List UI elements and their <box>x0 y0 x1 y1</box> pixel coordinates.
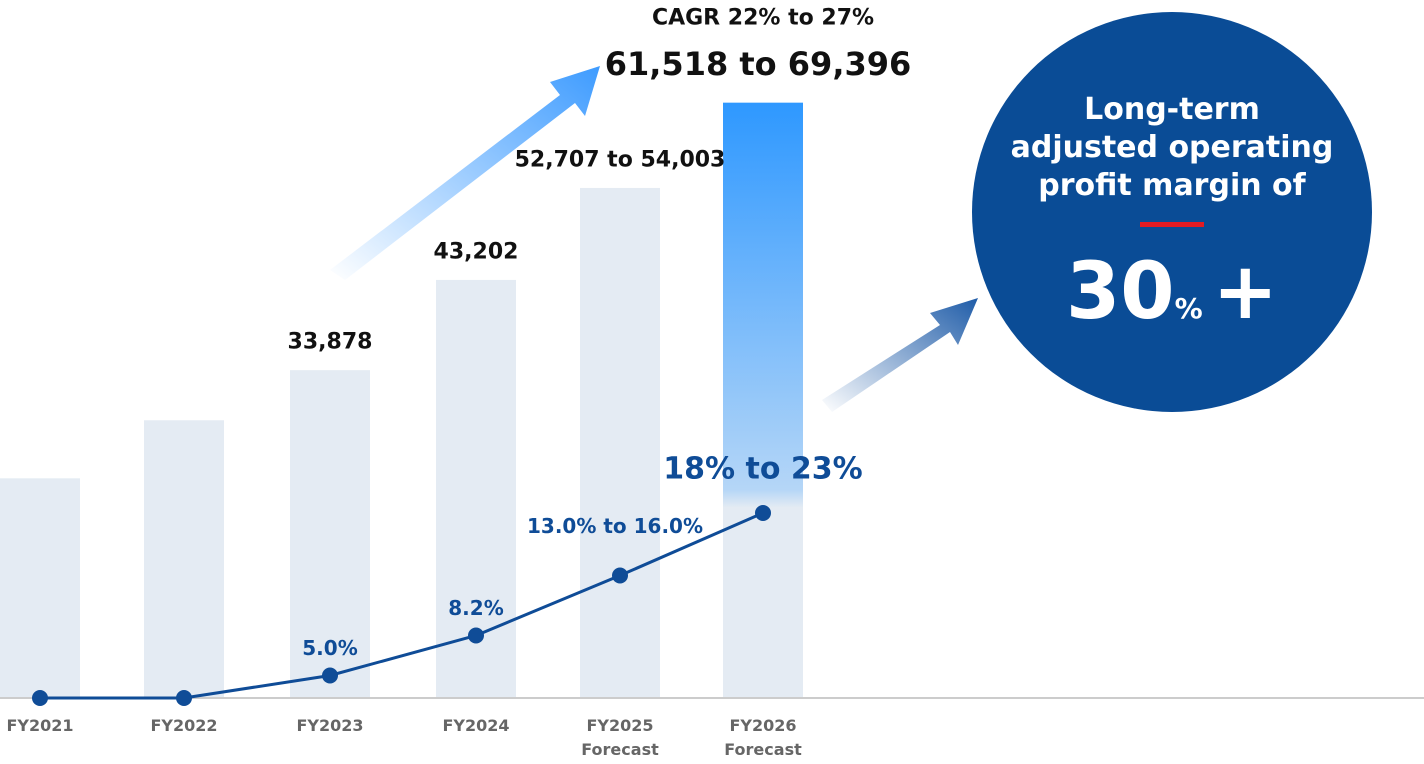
margin-point <box>32 690 48 706</box>
line-value-label: 8.2% <box>448 595 504 620</box>
bar-value-label: 52,707 to 54,003 <box>514 147 726 173</box>
margin-point <box>322 667 338 684</box>
margin-point <box>468 627 484 644</box>
margin-point <box>176 690 192 706</box>
x-tick-label: FY2023 <box>296 716 364 735</box>
margin-line <box>40 511 764 700</box>
line-value-label: 13.0% to 16.0% <box>527 513 703 538</box>
divider <box>1140 222 1204 227</box>
x-tick-label: FY2025 Forecast <box>581 716 659 759</box>
bar-value-label: 61,518 to 69,396 <box>604 45 912 83</box>
bar <box>144 420 224 698</box>
bar <box>0 478 80 698</box>
x-tick-label: FY2026 Forecast <box>724 716 802 759</box>
target-unit: % <box>1174 292 1203 325</box>
line-value-label: 5.0% <box>302 635 358 660</box>
bar <box>723 102 803 699</box>
x-tick-label: FY2024 <box>442 716 510 735</box>
margin-point <box>612 567 628 584</box>
target-circle <box>972 12 1372 412</box>
bar-value-label: 33,878 <box>287 329 373 355</box>
cagr: CAGR 22% to 27% <box>651 5 875 31</box>
target-value: 30% + <box>1066 247 1278 337</box>
target-plus: + <box>1212 247 1278 337</box>
x-tick-label: FY2021 <box>6 716 74 735</box>
cagr-arrow <box>330 66 600 280</box>
line-value-label: 18% to 23% <box>663 451 863 487</box>
bar <box>580 187 660 698</box>
bar-value-label: 43,202 <box>433 239 519 265</box>
margin-point <box>755 505 771 521</box>
bar <box>290 370 370 698</box>
x-tick-label: FY2022 <box>150 716 218 735</box>
target-number: 30 <box>1066 247 1175 337</box>
target-text: Long-term adjusted operating profit marg… <box>1010 92 1334 203</box>
margin-arrow <box>822 298 978 412</box>
